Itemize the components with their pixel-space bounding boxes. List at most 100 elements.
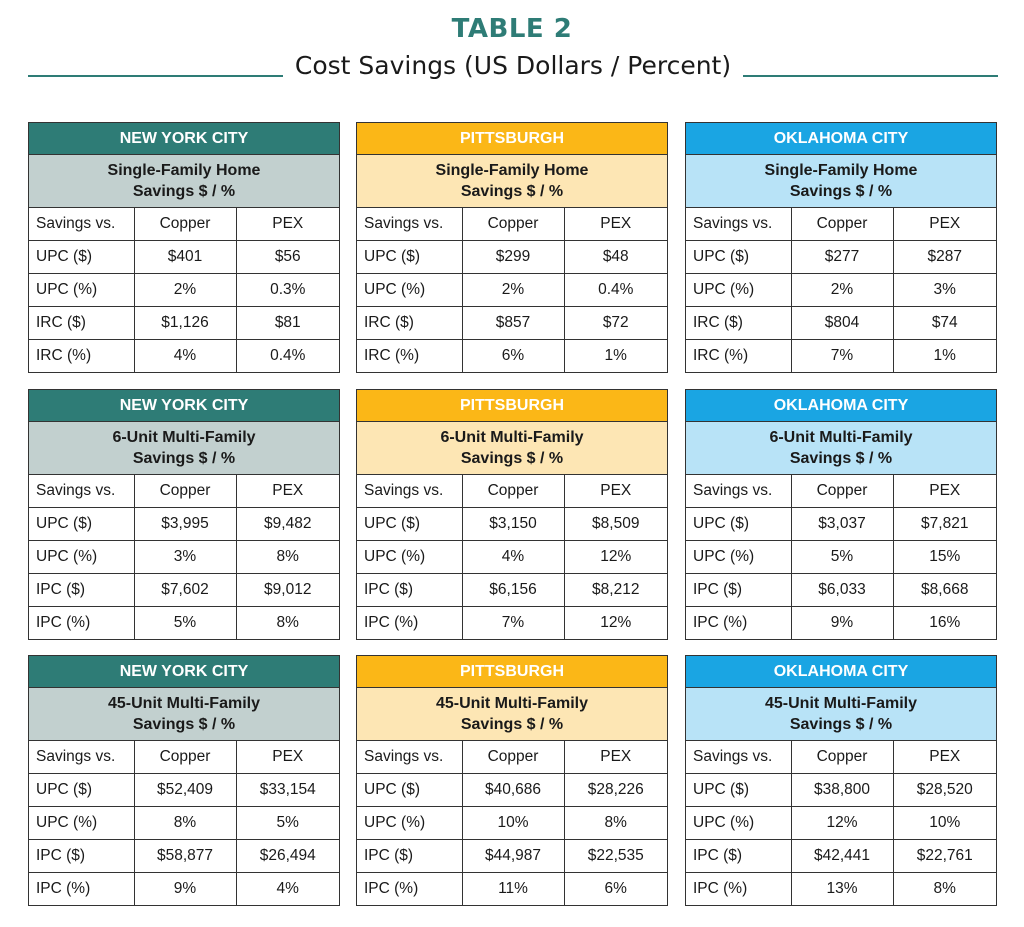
savings-table: Savings vs. Copper PEX UPC ($) $3,150 $8,509 U… [357, 475, 667, 639]
table-row: UPC ($) $299 $48 [357, 240, 667, 274]
row-label: IPC (%) [686, 606, 792, 639]
table-cell: $287 [893, 240, 996, 274]
column-header: Savings vs. [29, 741, 135, 774]
table-cell: 12% [791, 806, 894, 840]
building-type: Single-Family Home [107, 162, 261, 179]
table-cell: $3,150 [462, 507, 565, 541]
table-row: IRC (%) 4% 0.4% [29, 339, 339, 372]
table-cell: 0.4% [270, 347, 306, 364]
savings-panel-pittsburgh: PITTSBURGH 45-Unit Multi-Family Savings $ … [356, 655, 668, 906]
column-header-row: Savings vs. Copper PEX [357, 208, 667, 241]
table-row: IPC (%) 13% 8% [686, 872, 996, 905]
table-row: UPC (%) 12% 10% [686, 806, 996, 840]
savings-panel-new-york-city: NEW YORK CITY 6-Unit Multi-Family Savings … [28, 389, 340, 640]
row-label: UPC (%) [29, 273, 135, 307]
savings-table: Savings vs. Copper PEX UPC ($) $38,800 $28,52… [686, 741, 996, 905]
building-type: Single-Family Home [435, 162, 589, 179]
subtitle-row: Cost Savings (US Dollars / Percent) [28, 48, 998, 82]
savings-panel-oklahoma-city: OKLAHOMA CITY 45-Unit Multi-Family Savings… [685, 655, 997, 906]
building-type: Single-Family Home [764, 162, 918, 179]
column-header: Savings vs. [686, 208, 792, 241]
panel-subheader: Single-Family Home Savings $ / % [357, 155, 667, 208]
panel-subheader: Single-Family Home Savings $ / % [29, 155, 339, 208]
table-cell: 16% [929, 614, 961, 631]
table-cell: 2% [134, 273, 237, 307]
row-label: UPC (%) [357, 273, 463, 307]
table-cell: 13% [791, 872, 894, 905]
column-header: Copper [791, 475, 894, 508]
table-row: IPC (%) 5% 8% [29, 606, 339, 639]
row-label: UPC (%) [686, 540, 792, 574]
table-cell: $40,686 [462, 773, 565, 807]
table-cell: $7,602 [134, 573, 237, 607]
table-cell: $7,821 [893, 507, 996, 541]
panel-subheader: 6-Unit Multi-Family Savings $ / % [686, 422, 996, 475]
table-cell: $3,995 [134, 507, 237, 541]
table-cell: $33,154 [236, 773, 339, 807]
column-header: PEX [893, 208, 996, 241]
table-cell: $44,987 [462, 839, 565, 873]
table-cell: $8,509 [564, 507, 667, 541]
column-header: PEX [236, 208, 339, 241]
table-row: UPC (%) 2% 3% [686, 273, 996, 307]
table-cell: $299 [462, 240, 565, 274]
column-header-row: Savings vs. Copper PEX [29, 741, 339, 774]
table-cell: 0.3% [236, 273, 339, 307]
table-row: UPC (%) 10% 8% [357, 806, 667, 840]
column-header: PEX [236, 741, 339, 774]
column-header: Copper [791, 208, 894, 241]
row-label: UPC (%) [357, 806, 463, 840]
table-row: UPC ($) $277 $287 [686, 240, 996, 274]
table-cell: 12% [600, 614, 632, 631]
table-cell: $28,520 [893, 773, 996, 807]
table-cell: 8% [933, 880, 956, 897]
table-row: IPC (%) 11% 6% [357, 872, 667, 905]
table-row: UPC ($) $3,037 $7,821 [686, 507, 996, 541]
city-header: PITTSBURGH [357, 390, 667, 422]
column-header-row: Savings vs. Copper PEX [686, 475, 996, 508]
metric-label: Savings $ / % [132, 716, 236, 733]
table-cell: $804 [791, 306, 894, 340]
row-label: IPC (%) [357, 606, 463, 639]
column-header: Copper [134, 741, 237, 774]
table-cell: 8% [134, 806, 237, 840]
city-header: NEW YORK CITY [29, 390, 339, 422]
table-cell: $1,126 [134, 306, 237, 340]
table-cell: $58,877 [134, 839, 237, 873]
table-cell: $38,800 [791, 773, 894, 807]
row-label: IRC ($) [29, 306, 135, 340]
table-cell: 9% [134, 872, 237, 905]
table-row: UPC (%) 2% 0.4% [357, 273, 667, 307]
row-label: IRC (%) [357, 339, 463, 372]
row-label: IRC ($) [686, 306, 792, 340]
table-cell: 10% [462, 806, 565, 840]
savings-panel-new-york-city: NEW YORK CITY Single-Family Home Savings $… [28, 122, 340, 373]
row-label: IPC (%) [29, 606, 135, 639]
row-label: UPC ($) [357, 507, 463, 541]
table-row: UPC ($) $52,409 $33,154 [29, 773, 339, 807]
table-row: IPC ($) $58,877 $26,494 [29, 839, 339, 873]
left-divider [28, 75, 283, 77]
column-header-row: Savings vs. Copper PEX [357, 475, 667, 508]
table-cell: 6% [604, 880, 627, 897]
table-cell: $8,212 [564, 573, 667, 607]
column-header: Savings vs. [357, 475, 463, 508]
savings-panel-oklahoma-city: OKLAHOMA CITY 6-Unit Multi-Family Savings … [685, 389, 997, 640]
table-cell: 8% [564, 806, 667, 840]
table-cell: $277 [791, 240, 894, 274]
savings-panel-oklahoma-city: OKLAHOMA CITY Single-Family Home Savings $… [685, 122, 997, 373]
savings-table: Savings vs. Copper PEX UPC ($) $299 $48 UPC (%… [357, 208, 667, 372]
table-cell: 6% [462, 339, 565, 372]
table-cell: $22,535 [564, 839, 667, 873]
column-header: PEX [893, 741, 996, 774]
table-cell: 8% [276, 614, 299, 631]
table-cell: $3,037 [791, 507, 894, 541]
metric-label: Savings $ / % [132, 450, 236, 467]
column-header: PEX [236, 475, 339, 508]
table-cell: 4% [276, 880, 299, 897]
column-header: Copper [462, 208, 565, 241]
table-cell: 1% [604, 347, 627, 364]
row-label: UPC ($) [686, 240, 792, 274]
table-cell: $81 [236, 306, 339, 340]
table-subtitle: Cost Savings (US Dollars / Percent) [294, 50, 732, 80]
